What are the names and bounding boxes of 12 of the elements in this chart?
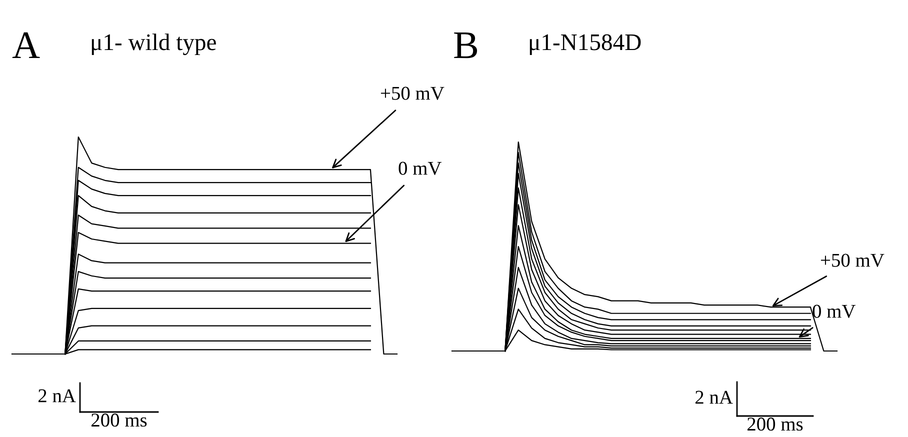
chart-subtitle: μ1-N1584D <box>530 34 641 56</box>
annotation: 0 mV <box>812 304 856 318</box>
text: 2 nA <box>696 390 733 404</box>
annotation: 0 mV <box>398 162 442 175</box>
chart-title: B <box>454 32 478 58</box>
text: 200 ms <box>91 414 147 427</box>
chart-title: A <box>12 32 40 58</box>
annotation: +50 mV <box>820 254 884 267</box>
text: 200 ms <box>747 418 803 431</box>
text: +50 mV <box>380 86 444 100</box>
text: 2 nA <box>38 389 76 402</box>
chart-subtitle: μ1- wild type <box>92 34 216 56</box>
